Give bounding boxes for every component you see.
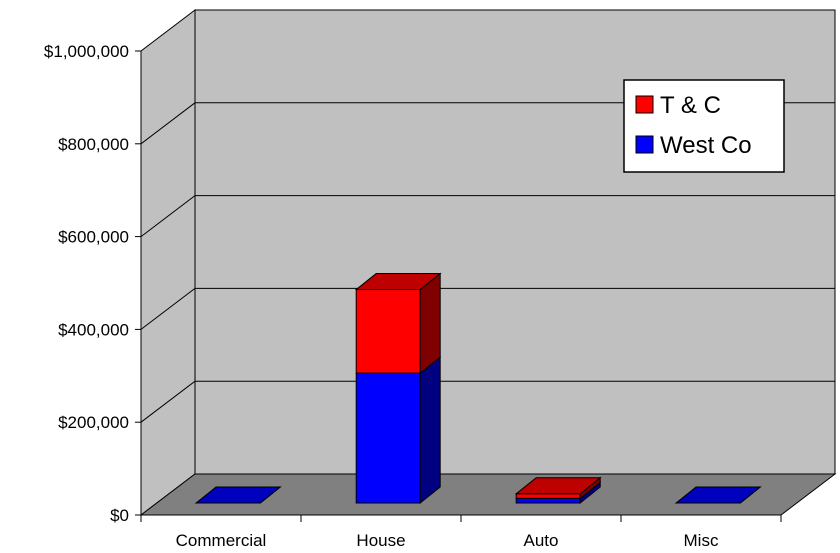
bars [194,272,762,505]
y-tick-label: $1,000,000 [44,42,129,61]
y-tick-label: $200,000 [58,413,129,432]
bar-house-west-co [355,356,441,505]
side-wall [140,8,196,517]
bar-zero-tile-misc [674,486,762,504]
x-tick-labels: Commercial House Auto Misc [176,531,719,550]
bar-side-face [419,272,441,375]
x-tick-label: Commercial [176,531,267,550]
bar-zero-tile-commercial [194,486,282,504]
y-tick-labels: $0 $200,000 $400,000 $600,000 $800,000 $1,000… [44,42,129,525]
legend: T & C West Co [623,79,785,173]
bar-front-face [515,497,581,504]
bar-front-face [355,372,421,504]
bar-auto-t-c [514,476,602,500]
legend-label: West Co [660,132,752,159]
gridlines [140,102,835,423]
legend-box [623,79,785,173]
x-tick-label: Misc [684,531,719,550]
legend-label: T & C [660,92,721,119]
y-tick-label: $400,000 [58,320,129,339]
axes [135,50,782,522]
bar-house-t-c [354,272,442,375]
legend-swatch-west-co [635,135,654,154]
y-tick-label: $0 [110,506,129,525]
x-tick-label: Auto [524,531,559,550]
gridline [140,287,835,330]
gridline [140,380,835,423]
bar-front-face [515,493,581,499]
bar-top-face [514,477,602,495]
y-tick-label: $800,000 [58,135,129,154]
gridline [140,102,835,145]
bar-front-face [355,289,421,374]
y-tick-label: $600,000 [58,228,129,247]
bar-side-face [419,356,441,505]
gridline [140,195,835,237]
bar-top-face [354,273,442,291]
legend-swatch-t-c [635,95,654,114]
x-tick-label: House [356,531,405,550]
